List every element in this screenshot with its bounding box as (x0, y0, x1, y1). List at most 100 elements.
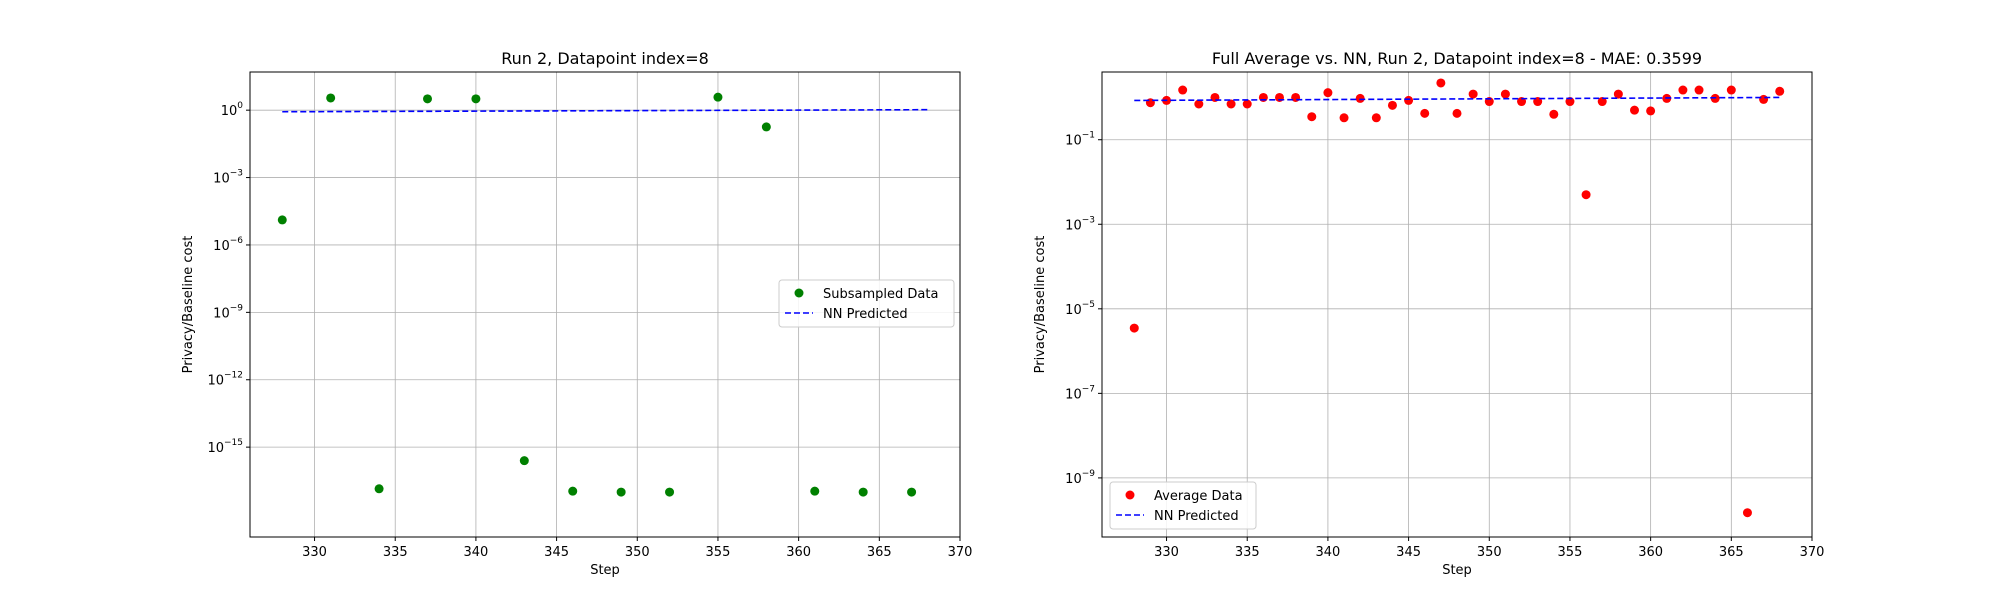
legend-box (778, 279, 955, 328)
axis-ticks-right: 330 335 340 345 350 355 360 365 370 10−1 10−3 10−5 1… (1065, 131, 1824, 560)
data-point (1646, 106, 1656, 116)
x-tick-label: 350 (1477, 545, 1502, 560)
chart-title-right: Full Average vs. NN, Run 2, Datapoint in… (1212, 49, 1702, 68)
data-point (1597, 97, 1607, 107)
y-axis-label-left: Privacy/Baseline cost (181, 236, 196, 374)
legend-marker (1125, 490, 1135, 500)
x-tick-label: 330 (302, 545, 327, 560)
chart-title-left: Run 2, Datapoint index=8 (501, 49, 709, 68)
x-tick-label: 345 (544, 545, 569, 560)
y-tick-label: 10−12 (207, 371, 243, 389)
legend-box (1109, 481, 1257, 530)
data-point (1194, 99, 1204, 109)
data-point (568, 486, 578, 496)
x-tick-label: 365 (867, 545, 892, 560)
data-point (1549, 109, 1559, 119)
x-tick-label: 340 (1315, 545, 1340, 560)
data-point (1387, 100, 1397, 110)
data-point (1742, 508, 1752, 518)
y-tick-label: 10−9 (213, 303, 243, 321)
data-point (1242, 99, 1252, 109)
data-point (471, 94, 481, 104)
y-tick-label: 100 (221, 101, 244, 119)
legend-right: Average Data NN Predicted (1109, 481, 1257, 530)
x-tick-label: 340 (463, 545, 488, 560)
data-point (1468, 89, 1478, 99)
data-point (277, 215, 287, 225)
x-tick-label: 370 (948, 545, 973, 560)
chart-panel-left: 330 335 340 345 350 355 360 365 370 100 10−3 10−6 10… (181, 49, 972, 578)
data-point (1759, 94, 1769, 104)
data-point (1178, 85, 1188, 95)
x-tick-label: 350 (625, 545, 650, 560)
data-point (1500, 89, 1510, 99)
data-point (1678, 85, 1688, 95)
data-point (1581, 190, 1591, 200)
data-point (616, 487, 626, 497)
legend-label: NN Predicted (1154, 509, 1239, 524)
legend-label: Average Data (1154, 489, 1243, 504)
plot-frame-left (249, 71, 961, 538)
y-tick-label: 10−15 (207, 438, 243, 456)
x-tick-label: 345 (1396, 545, 1421, 560)
data-point (761, 122, 771, 132)
data-point (1323, 88, 1333, 98)
legend-label: Subsampled Data (823, 287, 938, 302)
x-axis-label-left: Step (590, 563, 620, 578)
data-point (858, 487, 868, 497)
data-point (1291, 92, 1301, 102)
legend-marker (794, 288, 804, 298)
data-point (1355, 93, 1365, 103)
y-tick-label: 10−7 (1065, 384, 1095, 402)
y-tick-label: 10−9 (1065, 469, 1095, 487)
data-point (1371, 113, 1381, 123)
data-point (1307, 112, 1317, 122)
data-marks-left (277, 92, 928, 497)
data-point (1420, 108, 1430, 118)
data-point (1129, 323, 1139, 333)
x-tick-label: 330 (1154, 545, 1179, 560)
data-point (1694, 85, 1704, 95)
data-point (1630, 105, 1639, 115)
data-point (1452, 108, 1462, 118)
legend-label: NN Predicted (823, 307, 908, 322)
data-point (665, 487, 675, 497)
legend-left: Subsampled Data NN Predicted (778, 279, 955, 328)
grid-right (1102, 72, 1813, 537)
x-axis-label-right: Step (1442, 563, 1472, 578)
data-point (1565, 97, 1575, 107)
x-tick-label: 335 (383, 545, 408, 560)
plot-frame-right (1101, 71, 1813, 538)
y-tick-label: 10−6 (213, 236, 243, 254)
data-point (810, 486, 820, 496)
y-tick-label: 10−5 (1065, 300, 1095, 318)
data-point (1726, 85, 1736, 95)
data-point (1339, 113, 1349, 123)
data-point (1226, 99, 1236, 109)
x-tick-label: 360 (786, 545, 811, 560)
y-axis-label-right: Privacy/Baseline cost (1033, 236, 1048, 374)
x-tick-label: 360 (1638, 545, 1663, 560)
data-point (1404, 95, 1414, 105)
data-point (423, 94, 432, 104)
y-tick-label: 10−1 (1065, 131, 1095, 149)
data-point (1613, 89, 1623, 99)
x-tick-label: 355 (1558, 545, 1583, 560)
data-point (907, 487, 917, 497)
data-point (1436, 78, 1446, 88)
data-point (713, 92, 723, 102)
chart-panel-right: 330 335 340 345 350 355 360 365 370 10−1 10−3 10−5 1… (1033, 49, 1824, 578)
data-point (1275, 92, 1284, 102)
data-point (1775, 86, 1785, 96)
data-point (326, 93, 336, 103)
y-tick-label: 10−3 (1065, 215, 1095, 233)
x-tick-label: 370 (1800, 545, 1825, 560)
x-tick-label: 355 (706, 545, 731, 560)
y-tick-label: 10−3 (213, 169, 243, 187)
x-tick-label: 365 (1719, 545, 1744, 560)
data-point (374, 484, 384, 494)
axis-ticks-left: 330 335 340 345 350 355 360 365 370 100 10−3 10−6 10… (207, 101, 972, 560)
data-marks-right (1129, 78, 1785, 518)
x-tick-label: 335 (1235, 545, 1260, 560)
